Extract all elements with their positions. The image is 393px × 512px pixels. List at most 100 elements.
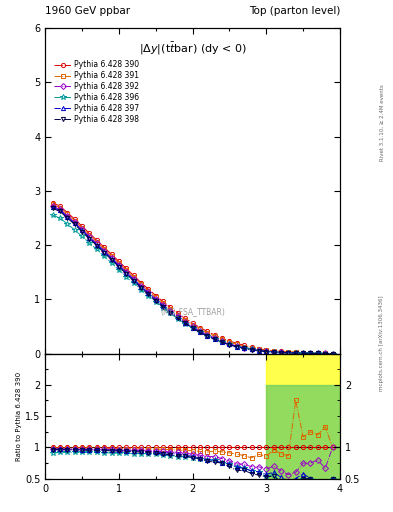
Pythia 6.428 398 (220, 339, 224, 345)
Pythia 6.428 392 (301, 350, 305, 356)
Pythia 6.428 391 (286, 349, 291, 355)
Pythia 6.428 397 (183, 319, 187, 326)
Pythia 6.428 397 (271, 349, 276, 355)
Pythia 6.428 396 (65, 221, 70, 227)
Pythia 6.428 390 (279, 348, 283, 354)
Pythia 6.428 391 (139, 281, 143, 287)
Pythia 6.428 392 (308, 350, 313, 356)
Pythia 6.428 396 (249, 347, 254, 353)
Pythia 6.428 390 (249, 344, 254, 350)
Pythia 6.428 396 (293, 350, 298, 356)
Pythia 6.428 397 (330, 351, 335, 357)
Pythia 6.428 397 (293, 350, 298, 356)
Pythia 6.428 398 (234, 344, 239, 350)
Pythia 6.428 397 (220, 339, 224, 345)
Pythia 6.428 396 (301, 350, 305, 356)
Text: $|\Delta y|$(t$\bar{t}$bar) (dy < 0): $|\Delta y|$(t$\bar{t}$bar) (dy < 0) (139, 41, 246, 57)
Pythia 6.428 392 (293, 350, 298, 356)
Pythia 6.428 398 (116, 264, 121, 270)
Pythia 6.428 398 (190, 325, 195, 331)
Pythia 6.428 398 (80, 228, 84, 234)
Pythia 6.428 392 (161, 302, 165, 308)
Text: Top (parton level): Top (parton level) (248, 6, 340, 16)
Pythia 6.428 392 (139, 283, 143, 289)
Pythia 6.428 396 (153, 299, 158, 305)
Pythia 6.428 392 (168, 308, 173, 314)
Pythia 6.428 396 (242, 345, 246, 351)
Pythia 6.428 398 (109, 257, 114, 263)
Line: Pythia 6.428 397: Pythia 6.428 397 (50, 205, 335, 356)
Pythia 6.428 391 (323, 350, 328, 356)
Pythia 6.428 392 (65, 213, 70, 219)
Pythia 6.428 398 (168, 310, 173, 316)
Pythia 6.428 391 (330, 350, 335, 356)
Pythia 6.428 391 (308, 350, 313, 356)
Pythia 6.428 397 (212, 336, 217, 342)
Pythia 6.428 391 (65, 211, 70, 217)
Legend: Pythia 6.428 390, Pythia 6.428 391, Pythia 6.428 392, Pythia 6.428 396, Pythia 6: Pythia 6.428 390, Pythia 6.428 391, Pyth… (52, 58, 141, 126)
Text: (MC_FSA_TTBAR): (MC_FSA_TTBAR) (160, 308, 225, 316)
Pythia 6.428 396 (271, 349, 276, 355)
Pythia 6.428 396 (286, 350, 291, 356)
Pythia 6.428 390 (183, 315, 187, 322)
Pythia 6.428 390 (72, 216, 77, 222)
Pythia 6.428 391 (146, 288, 151, 294)
Pythia 6.428 398 (279, 350, 283, 356)
Pythia 6.428 397 (65, 214, 70, 220)
Pythia 6.428 392 (109, 254, 114, 261)
Pythia 6.428 398 (58, 208, 62, 215)
Pythia 6.428 391 (212, 333, 217, 339)
Pythia 6.428 396 (139, 287, 143, 293)
Pythia 6.428 391 (116, 260, 121, 266)
Pythia 6.428 398 (301, 350, 305, 356)
Pythia 6.428 398 (131, 278, 136, 284)
Text: mcplots.cern.ch [arXiv:1306.3436]: mcplots.cern.ch [arXiv:1306.3436] (380, 295, 384, 391)
Pythia 6.428 392 (205, 331, 210, 337)
Pythia 6.428 392 (153, 296, 158, 302)
Pythia 6.428 396 (80, 233, 84, 240)
Text: 1960 GeV ppbar: 1960 GeV ppbar (45, 6, 130, 16)
Pythia 6.428 397 (286, 350, 291, 356)
Pythia 6.428 391 (257, 346, 261, 352)
Pythia 6.428 390 (168, 305, 173, 311)
Pythia 6.428 396 (212, 336, 217, 342)
Pythia 6.428 396 (234, 344, 239, 350)
Pythia 6.428 396 (109, 260, 114, 266)
Pythia 6.428 390 (102, 244, 107, 250)
Pythia 6.428 392 (87, 233, 92, 240)
Pythia 6.428 392 (264, 348, 269, 354)
Pythia 6.428 397 (153, 297, 158, 303)
Pythia 6.428 396 (161, 305, 165, 311)
Pythia 6.428 390 (293, 349, 298, 355)
Pythia 6.428 390 (212, 332, 217, 338)
Pythia 6.428 398 (249, 347, 254, 353)
Pythia 6.428 391 (153, 294, 158, 300)
Pythia 6.428 398 (183, 320, 187, 326)
Pythia 6.428 397 (242, 345, 246, 351)
Pythia 6.428 392 (286, 350, 291, 356)
Pythia 6.428 398 (146, 291, 151, 297)
Pythia 6.428 397 (131, 276, 136, 283)
Pythia 6.428 392 (94, 241, 99, 247)
Pythia 6.428 392 (212, 335, 217, 341)
Pythia 6.428 390 (58, 203, 62, 209)
Pythia 6.428 390 (131, 272, 136, 279)
Pythia 6.428 391 (220, 336, 224, 343)
Pythia 6.428 390 (271, 348, 276, 354)
Pythia 6.428 396 (198, 329, 202, 335)
Pythia 6.428 391 (249, 345, 254, 351)
Pythia 6.428 396 (308, 350, 313, 356)
Pythia 6.428 398 (65, 215, 70, 221)
Pythia 6.428 396 (72, 227, 77, 233)
Pythia 6.428 396 (102, 253, 107, 260)
Pythia 6.428 397 (80, 227, 84, 233)
Pythia 6.428 390 (257, 346, 261, 352)
Pythia 6.428 390 (65, 209, 70, 216)
Pythia 6.428 397 (116, 263, 121, 269)
Pythia 6.428 392 (227, 340, 232, 347)
Pythia 6.428 398 (264, 349, 269, 355)
Pythia 6.428 390 (198, 325, 202, 331)
Pythia 6.428 391 (293, 349, 298, 355)
Pythia 6.428 390 (242, 343, 246, 349)
Pythia 6.428 390 (220, 335, 224, 342)
